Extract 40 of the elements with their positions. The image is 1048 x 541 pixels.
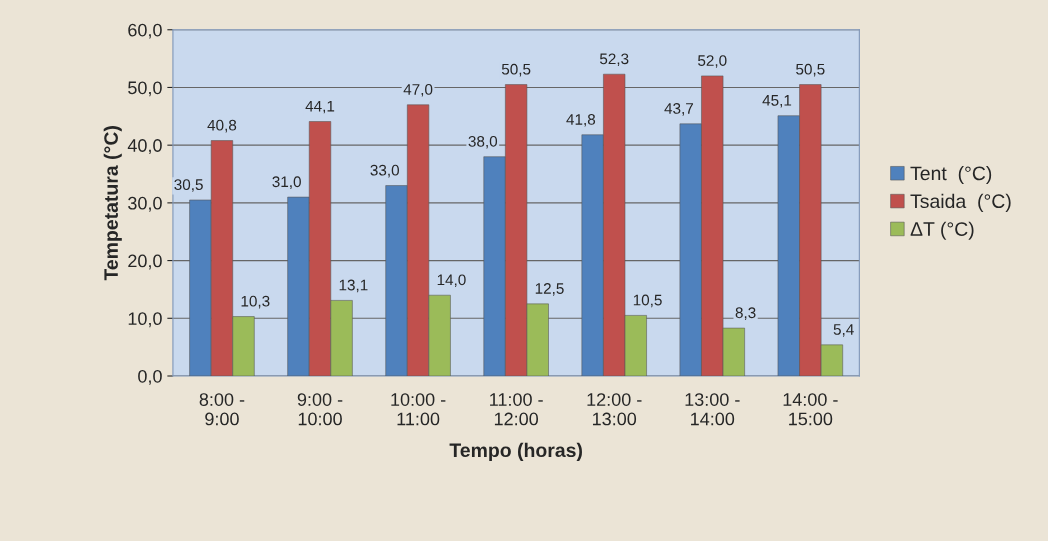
legend-label: Tsaida (°C) — [910, 193, 1011, 212]
data-label: 50,5 — [501, 63, 531, 77]
legend-label: Tent (°C) — [910, 165, 992, 185]
data-label: 40,8 — [207, 119, 237, 133]
x-axis-title: Tempo (horas) — [449, 442, 582, 461]
y-axis-title: Tempetatura (°C) — [103, 126, 122, 281]
data-label: 44,1 — [305, 100, 335, 114]
data-label: 33,0 — [370, 164, 400, 178]
legend-label: ΔT (°C) — [910, 221, 974, 240]
data-label: 14,0 — [437, 274, 466, 288]
x-tick-label: 10:00 - 11:00 — [391, 393, 446, 426]
y-tick-label: 10,0 — [128, 312, 162, 328]
data-label: 41,8 — [566, 114, 596, 127]
data-label: 13,1 — [339, 279, 368, 293]
x-tick-label: 13:00 - 14:00 — [685, 393, 740, 426]
data-label: 10,3 — [241, 295, 270, 309]
x-tick-label: 14:00 - 15:00 — [783, 393, 838, 426]
data-label: 45,1 — [762, 95, 792, 108]
x-tick-label: 8:00 - 9:00 — [199, 393, 245, 426]
data-label: 38,0 — [468, 135, 498, 149]
data-label: 10,5 — [633, 294, 662, 308]
y-tick-label: 20,0 — [128, 254, 162, 270]
y-tick-label: 30,0 — [128, 196, 162, 212]
data-label: 47,0 — [403, 83, 433, 97]
data-label: 30,5 — [174, 179, 203, 192]
data-label: 52,3 — [599, 53, 629, 67]
x-tick-label: 12:00 - 13:00 — [587, 393, 642, 426]
data-label: 8,3 — [735, 307, 756, 320]
data-label: 31,0 — [272, 176, 301, 189]
data-label: 5,4 — [833, 324, 854, 337]
x-tick-label: 11:00 - 12:00 — [490, 393, 543, 426]
data-label: 12,5 — [535, 283, 564, 296]
y-tick-label: 0,0 — [138, 369, 162, 385]
y-tick-label: 40,0 — [127, 139, 162, 155]
x-tick-label: 9:00 - 10:00 — [297, 393, 343, 426]
data-label: 50,5 — [796, 63, 825, 77]
y-tick-label: 50,0 — [128, 81, 162, 97]
y-tick-label: 60,0 — [128, 23, 162, 39]
data-label: 52,0 — [698, 55, 727, 68]
data-label: 43,7 — [664, 103, 694, 116]
